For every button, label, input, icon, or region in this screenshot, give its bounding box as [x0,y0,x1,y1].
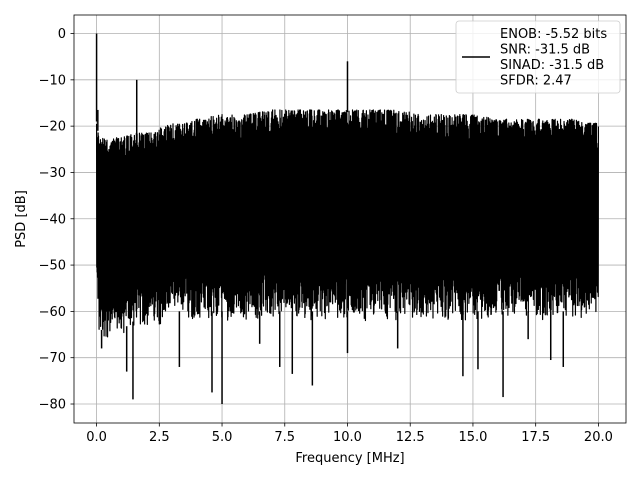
y-tick-label: −40 [39,212,66,227]
x-tick-label: 17.5 [521,430,550,445]
x-tick-label: 15.0 [458,430,487,445]
y-tick-label: −80 [39,398,66,413]
y-tick-label: −10 [39,73,66,88]
y-tick-label: 0 [58,27,66,42]
x-tick-label: 0.0 [86,430,107,445]
x-tick-label: 2.5 [149,430,170,445]
x-tick-label: 20.0 [584,430,613,445]
x-tick-label: 12.5 [396,430,425,445]
legend-box [455,20,621,94]
series-layer [95,33,599,405]
legend: ENOB: -5.52 bits SNR: -31.5 dB SINAD: -31.… [455,20,621,94]
y-axis-label: PSD [dB] [14,190,29,248]
y-tick-label: −30 [39,166,66,181]
y-tick-label: −70 [39,351,66,366]
y-tick-label: −60 [39,305,66,320]
y-tick-label: −50 [39,259,66,274]
y-tick-label: −20 [39,120,66,135]
x-axis: 0.0 2.5 5.0 7.5 10.0 12.5 15.0 17.5 20.0 [86,423,613,445]
x-tick-label: 10.0 [333,430,362,445]
psd-trace [95,109,599,338]
legend-label: ENOB: -5.52 bits SNR: -31.5 dB SINAD: -31.… [500,27,607,89]
y-axis: 0 −10 −20 −30 −40 −50 −60 −70 −80 [39,27,74,413]
x-tick-label: 5.0 [212,430,233,445]
x-axis-label: Frequency [MHz] [295,451,404,466]
x-tick-label: 7.5 [274,430,295,445]
